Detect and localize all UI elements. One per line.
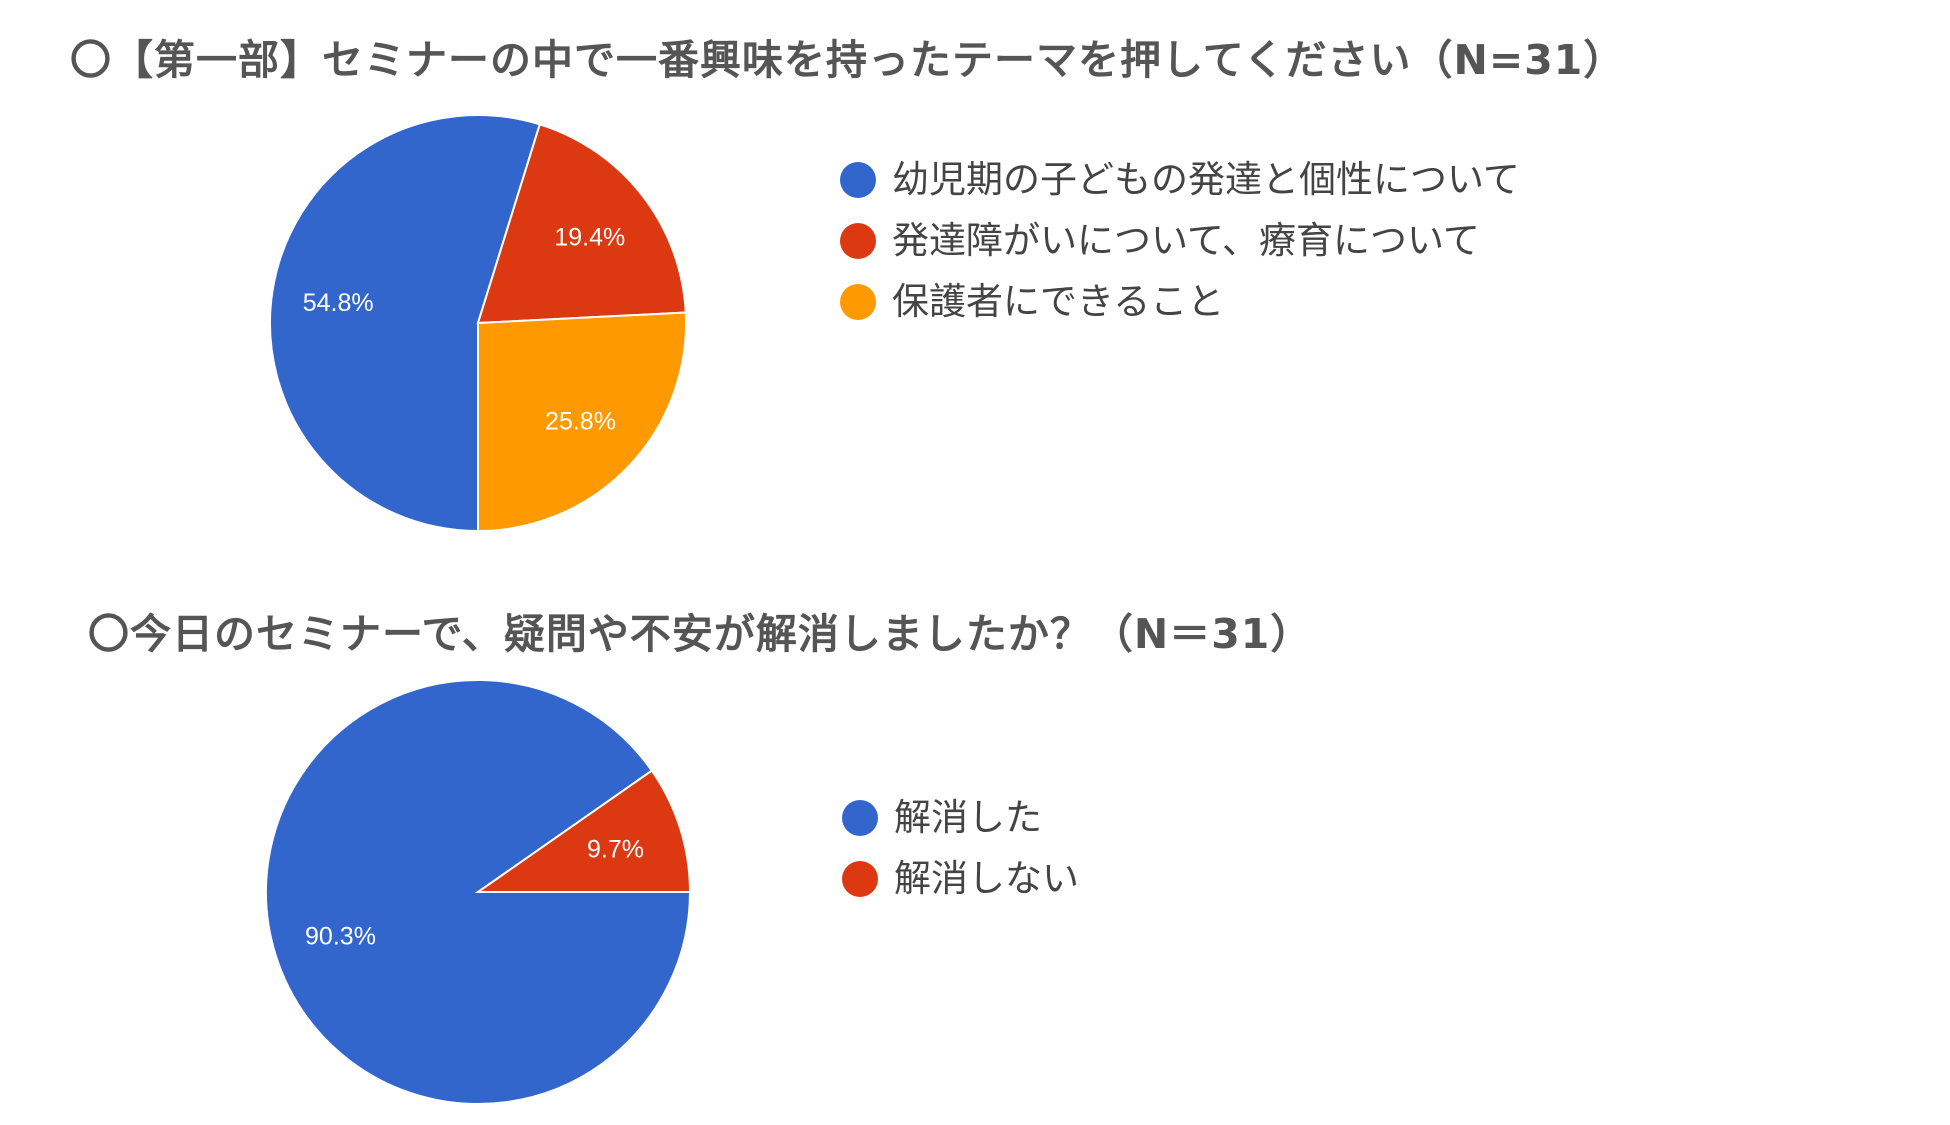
chart-1-title: 〇【第一部】セミナーの中で一番興味を持ったテーマを押してください（N=31） [70,36,1626,84]
legend-swatch [840,162,876,198]
legend-swatch [840,223,876,259]
slice-value-label: 54.8% [303,289,374,317]
pie-chart-1: 54.8% 19.4% 25.8% [269,114,687,533]
pie-slice-2 [476,123,687,325]
pie-slice-1 [269,114,542,533]
pie-chart-2: 90.3% 9.7% [265,679,692,1105]
legend-swatch [840,284,876,320]
slice-value-label: 9.7% [587,836,644,864]
legend-swatch [842,861,878,897]
pie-slice-2 [474,769,692,893]
chart-2-title: 〇今日のセミナーで、疑問や不安が解消しましたか？（N＝31） [88,610,1313,658]
legend-label: 発達障がいについて、療育について [892,219,1480,262]
slice-value-label: 25.8% [545,407,616,435]
legend-label: 幼児期の子どもの発達と個性について [892,158,1520,201]
slice-value-label: 90.3% [305,922,376,950]
pie-slice-3 [477,311,687,533]
legend-label: 解消しない [894,857,1079,900]
legend-label: 解消した [894,796,1042,839]
legend-swatch [842,800,878,836]
legend-label: 保護者にできること [892,280,1225,323]
slice-value-label: 19.4% [554,223,625,251]
